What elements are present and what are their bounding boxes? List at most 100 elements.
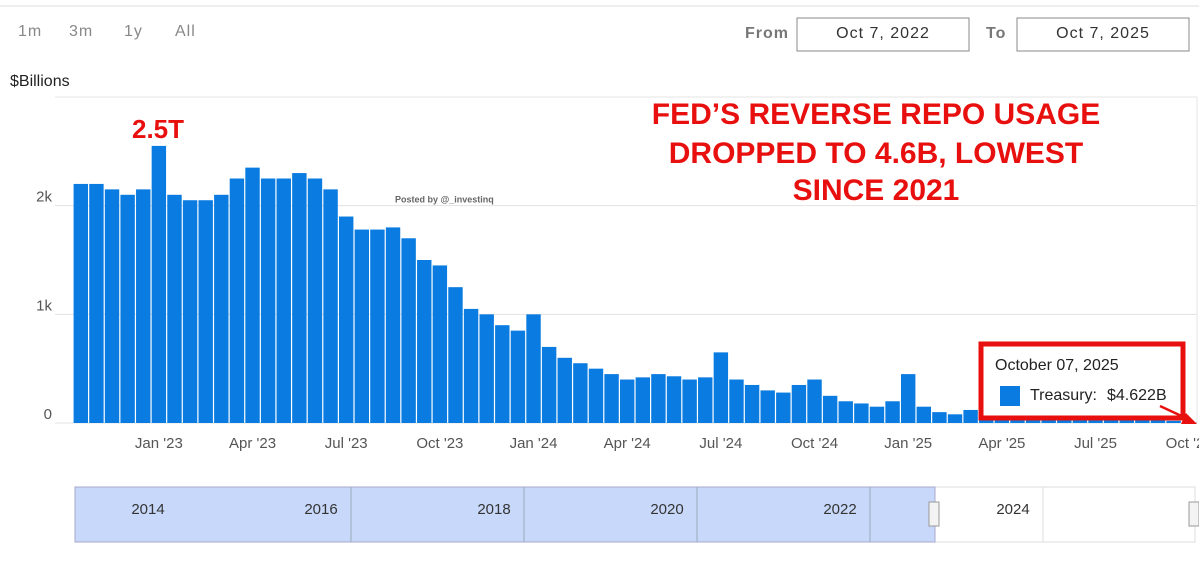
- x-tick-label: Jul '23: [325, 435, 368, 452]
- navigator-label: 2014: [131, 501, 164, 518]
- x-tick-label: Oct '23: [416, 435, 463, 452]
- from-input[interactable]: [796, 17, 970, 52]
- bar: [370, 229, 385, 423]
- bar: [463, 308, 479, 423]
- bar: [151, 145, 167, 423]
- bar: [214, 194, 229, 423]
- range-button[interactable]: 1m: [18, 23, 42, 40]
- bar: [495, 325, 510, 423]
- bar: [635, 377, 651, 423]
- tooltip-swatch: [1000, 386, 1020, 406]
- bar: [1150, 419, 1166, 423]
- bar: [73, 183, 89, 423]
- bar: [729, 379, 744, 423]
- bar: [120, 194, 135, 423]
- bar: [869, 406, 885, 423]
- tooltip-series: Treasury:: [1030, 387, 1097, 404]
- x-tick-label: Jan '24: [510, 435, 558, 452]
- bar: [573, 363, 588, 423]
- bar: [167, 194, 182, 423]
- navigator-label: 2016: [304, 501, 337, 518]
- range-button[interactable]: 1y: [124, 23, 143, 40]
- bar: [292, 173, 307, 423]
- from-value: Oct 7, 2022: [836, 25, 930, 42]
- credit: Posted by @_investinq: [395, 194, 494, 204]
- bar: [1135, 418, 1150, 423]
- bar: [698, 377, 713, 423]
- range-button[interactable]: 3m: [69, 23, 93, 40]
- navigator-label: 2024: [996, 501, 1029, 518]
- headline: SINCE 2021: [793, 174, 960, 207]
- bar: [744, 384, 760, 423]
- bar: [448, 287, 463, 423]
- bar: [245, 167, 260, 423]
- bar: [229, 178, 245, 423]
- bar: [760, 390, 775, 423]
- tooltip: [978, 341, 1186, 421]
- navigator-label: 2020: [650, 501, 683, 518]
- x-tick-label: Apr '25: [978, 435, 1025, 452]
- navigator-label: 2018: [477, 501, 510, 518]
- bar: [417, 260, 432, 423]
- bar: [307, 178, 323, 423]
- bar: [385, 227, 401, 423]
- bar: [104, 189, 120, 423]
- to-label: To: [986, 25, 1006, 42]
- bar: [260, 178, 276, 423]
- bar: [182, 200, 198, 423]
- range-button[interactable]: All: [175, 23, 196, 40]
- headline: DROPPED TO 4.6B, LOWEST: [669, 137, 1084, 170]
- arrow-head: [1181, 413, 1197, 424]
- bar: [963, 409, 978, 423]
- x-tick-label: Jul '25: [1074, 435, 1117, 452]
- bar: [838, 401, 853, 423]
- bar: [1166, 420, 1181, 423]
- bar: [916, 406, 932, 423]
- x-tick-label: Jan '23: [135, 435, 183, 452]
- navigator-handle[interactable]: [928, 501, 940, 527]
- x-tick-label: Oct '24: [791, 435, 838, 452]
- bar: [479, 314, 494, 423]
- y-axis-label: $Billions: [10, 73, 70, 90]
- bar: [947, 414, 963, 423]
- bar: [604, 374, 619, 423]
- bar: [822, 395, 838, 423]
- bar: [900, 374, 916, 423]
- bar: [666, 376, 682, 423]
- bar: [588, 368, 604, 423]
- y-tick-label: 2k: [36, 189, 52, 206]
- bar: [791, 384, 807, 423]
- bar: [401, 238, 416, 423]
- bar: [526, 314, 541, 423]
- bar: [619, 379, 635, 423]
- navigator-label: 2022: [823, 501, 856, 518]
- headline: FED’S REVERSE REPO USAGE: [652, 98, 1100, 131]
- bar: [932, 412, 947, 423]
- bar: [338, 216, 354, 423]
- to-input[interactable]: [1016, 17, 1190, 52]
- bar: [885, 401, 900, 423]
- bar: [541, 346, 557, 423]
- bar: [557, 357, 572, 423]
- bar: [682, 379, 697, 423]
- navigator-selection[interactable]: [74, 486, 936, 543]
- from-label: From: [745, 25, 789, 42]
- bar: [776, 392, 791, 423]
- bar: [854, 403, 869, 423]
- y-tick-label: 0: [44, 406, 52, 423]
- tooltip-date: October 07, 2025: [995, 357, 1119, 374]
- bar: [136, 189, 151, 423]
- navigator-handle[interactable]: [1188, 501, 1199, 527]
- x-tick-label: Apr '23: [229, 435, 276, 452]
- tooltip-value: $4.622B: [1107, 387, 1167, 404]
- bar: [89, 183, 104, 423]
- to-value: Oct 7, 2025: [1056, 25, 1150, 42]
- bar: [432, 265, 448, 423]
- bar: [510, 330, 526, 423]
- y-tick-label: 1k: [36, 297, 52, 314]
- x-tick-label: Jul '24: [699, 435, 742, 452]
- bar: [276, 178, 291, 423]
- bar: [323, 189, 338, 423]
- x-tick-label: Jan '25: [884, 435, 932, 452]
